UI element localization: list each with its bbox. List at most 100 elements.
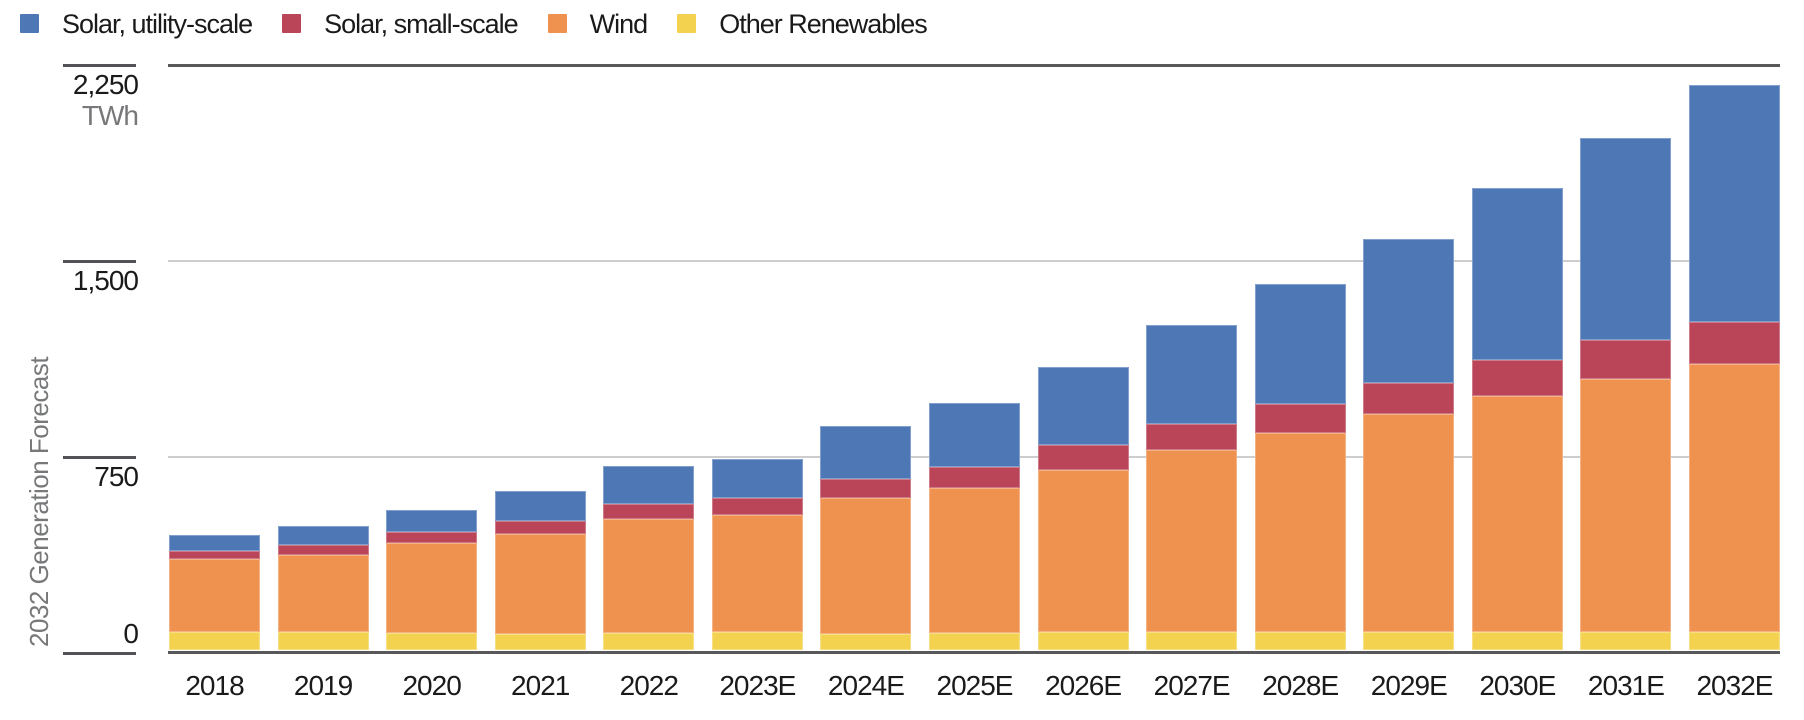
- segment-2021-other-renewables: [494, 633, 586, 650]
- legend-item-solar-small-scale: Solar, small-scale: [282, 9, 519, 39]
- plot-area: [168, 64, 1780, 654]
- bar-2029e: [1363, 239, 1455, 650]
- segment-2022-wind: [603, 518, 695, 633]
- bar-2026e: [1037, 367, 1129, 650]
- x-label-2024e: 2024E: [827, 670, 905, 701]
- legend-swatch-solar-utility-scale: [20, 14, 39, 33]
- y-tick-0: [63, 651, 136, 655]
- segment-2030e-wind: [1471, 395, 1563, 632]
- legend-label-solar-utility-scale: Solar, utility-scale: [62, 9, 253, 39]
- legend-label-wind: Wind: [589, 9, 649, 39]
- x-label-2030e: 2030E: [1479, 670, 1556, 701]
- segment-2020-solar-utility-scale: [386, 509, 478, 533]
- y-tick-label-2250: 2,250: [72, 69, 139, 100]
- x-label-2029e: 2029E: [1370, 670, 1448, 701]
- segment-2025e-wind: [928, 487, 1020, 634]
- segment-2021-solar-utility-scale: [494, 491, 586, 522]
- segment-2028e-wind: [1254, 433, 1346, 632]
- segment-2028e-other-renewables: [1254, 631, 1346, 650]
- y-tick-1500: [63, 259, 136, 263]
- x-label-2021: 2021: [511, 670, 570, 701]
- bar-2030e: [1471, 187, 1563, 650]
- segment-2029e-other-renewables: [1363, 631, 1455, 650]
- segment-2020-wind: [386, 542, 478, 634]
- bar-2028e: [1254, 284, 1346, 650]
- bar-2025e: [928, 403, 1020, 650]
- segment-2027e-other-renewables: [1146, 631, 1238, 650]
- segment-2022-other-renewables: [603, 632, 695, 650]
- segment-2028e-solar-small-scale: [1254, 404, 1346, 434]
- segment-2029e-solar-utility-scale: [1363, 239, 1455, 383]
- bar-2032e: [1688, 85, 1780, 650]
- x-label-2023e: 2023E: [719, 670, 796, 701]
- segment-2021-solar-small-scale: [494, 521, 586, 534]
- y-axis-unit-label: TWh: [81, 100, 139, 131]
- bar-2020: [386, 509, 478, 650]
- bar-2031e: [1580, 138, 1672, 650]
- x-label-2027e: 2027E: [1153, 670, 1231, 701]
- gridline-0: [168, 651, 1780, 654]
- segment-2020-other-renewables: [386, 633, 478, 650]
- segment-2026e-solar-small-scale: [1037, 445, 1129, 470]
- segment-2021-wind: [494, 533, 586, 634]
- segment-2023e-solar-utility-scale: [711, 458, 803, 498]
- x-axis-labels: 2018 2019 2020 2021 2022 2023E 2024E 2025E 2026E…: [168, 670, 1780, 710]
- segment-2026e-wind: [1037, 469, 1129, 632]
- segment-2030e-other-renewables: [1471, 631, 1563, 650]
- segment-2025e-solar-utility-scale: [928, 403, 1020, 468]
- segment-2026e-solar-utility-scale: [1037, 367, 1129, 446]
- segment-2032e-other-renewables: [1688, 631, 1780, 650]
- x-label-2020: 2020: [402, 670, 461, 701]
- gridline-2250: [168, 64, 1780, 67]
- segment-2032e-wind: [1688, 363, 1780, 632]
- segment-2020-solar-small-scale: [386, 532, 478, 543]
- segment-2031e-other-renewables: [1580, 631, 1672, 650]
- segment-2024e-wind: [820, 498, 912, 634]
- segment-2031e-solar-small-scale: [1580, 340, 1672, 379]
- segment-2018-solar-small-scale: [169, 550, 260, 560]
- segment-2022-solar-utility-scale: [603, 466, 695, 505]
- bar-2027e: [1146, 324, 1238, 650]
- segment-2025e-other-renewables: [928, 633, 1020, 650]
- segment-2026e-other-renewables: [1037, 631, 1129, 650]
- segment-2031e-wind: [1580, 378, 1672, 632]
- legend-item-other-renewables: Other Renewables: [677, 9, 928, 39]
- legend-label-solar-small-scale: Solar, small-scale: [324, 9, 519, 39]
- segment-2024e-solar-utility-scale: [820, 426, 912, 480]
- legend: Solar, utility-scale Solar, small-scale Wi…: [20, 9, 928, 39]
- segment-2024e-solar-small-scale: [820, 479, 912, 499]
- segment-2029e-wind: [1363, 413, 1455, 632]
- segment-2025e-solar-small-scale: [928, 467, 1020, 488]
- x-label-2022: 2022: [619, 670, 679, 701]
- x-label-2025e: 2025E: [936, 670, 1014, 701]
- legend-label-other-renewables: Other Renewables: [719, 9, 928, 39]
- segment-2032e-solar-utility-scale: [1688, 85, 1780, 323]
- segment-2027e-wind: [1146, 450, 1238, 632]
- legend-swatch-other-renewables: [677, 14, 697, 33]
- segment-2019-solar-small-scale: [277, 545, 369, 555]
- segment-2027e-solar-utility-scale: [1146, 324, 1238, 424]
- legend-item-wind: Wind: [547, 9, 649, 39]
- segment-2031e-solar-utility-scale: [1580, 138, 1672, 341]
- segment-2018-other-renewables: [169, 631, 260, 650]
- legend-swatch-solar-small-scale: [282, 14, 302, 33]
- segment-2029e-solar-small-scale: [1363, 382, 1455, 414]
- segment-2024e-other-renewables: [820, 633, 912, 650]
- x-label-2031e: 2031E: [1587, 670, 1665, 701]
- x-label-2028e: 2028E: [1262, 670, 1339, 701]
- y-tick-label-750: 750: [94, 461, 139, 492]
- y-tick-label-1500: 1,500: [72, 265, 139, 296]
- segment-2027e-solar-small-scale: [1146, 423, 1238, 451]
- x-label-2019: 2019: [293, 670, 353, 701]
- bar-2024e: [820, 426, 912, 650]
- segment-2023e-other-renewables: [711, 631, 803, 650]
- x-label-2032e: 2032E: [1696, 670, 1773, 701]
- segment-2023e-wind: [711, 515, 803, 632]
- segment-2018-solar-utility-scale: [169, 535, 260, 551]
- legend-item-solar-utility-scale: Solar, utility-scale: [20, 9, 253, 39]
- y-tick-2250: [63, 63, 136, 67]
- segment-2018-wind: [169, 559, 260, 632]
- bar-2019: [277, 526, 369, 650]
- segment-2019-wind: [277, 554, 369, 632]
